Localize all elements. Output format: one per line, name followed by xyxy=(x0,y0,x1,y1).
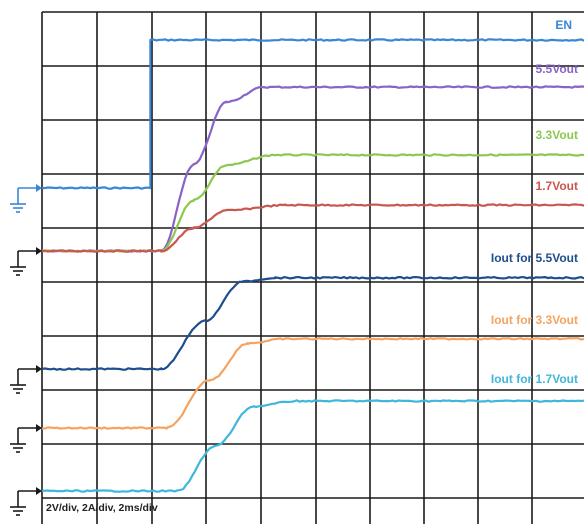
trace-iout-for-3-3vout xyxy=(41,337,584,430)
ground-arrow-head xyxy=(36,365,42,373)
label-3-3vout: 3.3Vout xyxy=(536,128,578,142)
ground-marker-2 xyxy=(10,365,42,394)
trace-1-7vout xyxy=(41,203,584,253)
graticule xyxy=(41,11,584,524)
trace-en xyxy=(41,38,584,190)
ground-marker-0 xyxy=(10,184,42,213)
trace-iout-for-5-5vout xyxy=(41,276,584,371)
trace-iout-for-1-7vout xyxy=(41,399,584,493)
ground-marker-4 xyxy=(10,487,42,516)
label-iout-for-5-5vout: Iout for 5.5Vout xyxy=(491,251,578,265)
ground-marker-1 xyxy=(10,247,42,276)
ground-arrow-head xyxy=(36,424,42,432)
label-1-7vout: 1.7Vout xyxy=(536,179,578,193)
label-en: EN xyxy=(555,18,572,32)
waveform-traces xyxy=(41,38,584,493)
trace-5-5vout xyxy=(41,85,584,253)
ground-marker-3 xyxy=(10,424,42,453)
label-iout-for-1-7vout: Iout for 1.7Vout xyxy=(491,372,578,386)
trace-3-3vout xyxy=(41,153,584,253)
label-5-5vout: 5.5Vout xyxy=(536,62,578,76)
label-iout-for-3-3vout: Iout for 3.3Vout xyxy=(491,313,578,327)
ground-arrow-head xyxy=(36,247,42,255)
ground-arrow-head xyxy=(36,487,42,495)
ground-markers xyxy=(10,184,42,516)
ground-arrow-head xyxy=(36,184,42,192)
trace-labels: EN 5.5Vout 3.3Vout 1.7Vout Iout for 5.5Vout I… xyxy=(491,18,578,386)
scale-label: 2V/div, 2A/div, 2ms/div xyxy=(46,502,158,514)
